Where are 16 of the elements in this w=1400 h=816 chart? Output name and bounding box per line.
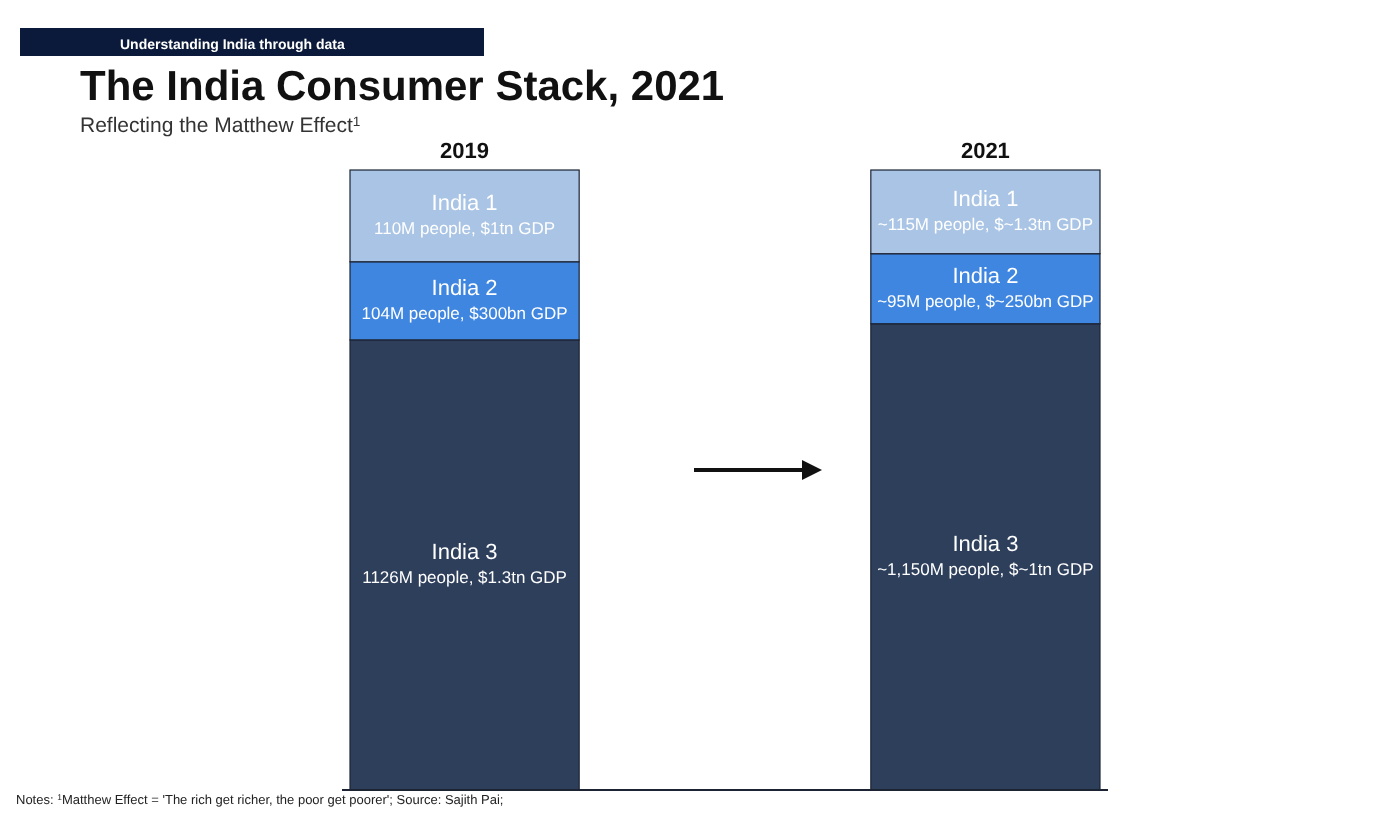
annotation: 110M people, $1tn GDP: [374, 217, 556, 238]
text: India 1: [431, 191, 498, 216]
series-label: India 2: [952, 264, 1019, 289]
chart-title: The India Consumer Stack, 2021: [80, 64, 725, 110]
text: India 3: [431, 540, 498, 565]
chart-subtitle: Reflecting the Matthew Effect$^{1}$: [80, 114, 361, 138]
series-label: India 3: [952, 532, 1019, 557]
annotation: 1126M people, $1.3tn GDP: [362, 566, 568, 587]
annotation: ~95M people, $~250bn GDP: [877, 290, 1095, 311]
x-tick-label: 2019: [440, 140, 490, 164]
x-tick-label: 2021: [960, 140, 1010, 164]
text: India 2: [431, 276, 498, 301]
annotation: 104M people, $300bn GDP: [361, 302, 569, 323]
annotation: ~1,150M people, $~1tn GDP: [877, 558, 1095, 579]
annotation: ~115M people, $~1.3tn GDP: [877, 213, 1094, 234]
series-label: India 1: [952, 187, 1019, 212]
